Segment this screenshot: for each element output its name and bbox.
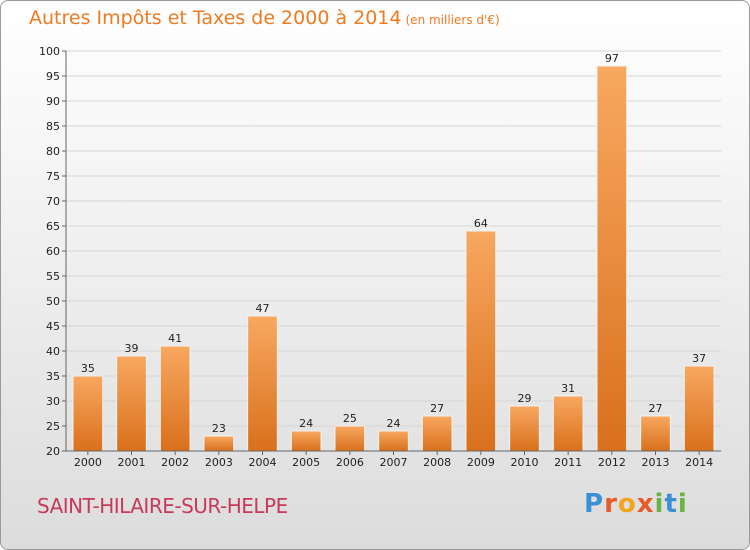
y-tick-label: 55 <box>46 270 60 283</box>
data-label: 29 <box>518 392 532 405</box>
y-tick-label: 80 <box>46 145 60 158</box>
x-axis-ticks: 2000 2001 2002 2003 2004 2005 2006 2007 2008 2009… <box>74 451 713 469</box>
bar <box>203 435 235 452</box>
data-label: 31 <box>561 382 575 395</box>
value-labels: 35 39 41 23 47 24 25 24 27 64 29 31 97 27 37 <box>81 52 706 435</box>
logo-letter: x <box>636 489 655 519</box>
x-tick-label: 2008 <box>423 456 451 469</box>
data-label: 24 <box>387 417 401 430</box>
bar <box>421 415 453 452</box>
x-tick-label: 2011 <box>554 456 582 469</box>
data-label: 47 <box>256 302 270 315</box>
y-tick-label: 30 <box>46 395 60 408</box>
logo-letter: o <box>617 489 637 519</box>
bar <box>290 430 322 452</box>
proxiti-logo[interactable]: Proxiti <box>584 489 688 519</box>
data-label: 35 <box>81 362 95 375</box>
y-tick-label: 20 <box>46 445 60 458</box>
y-tick-label: 40 <box>46 345 60 358</box>
data-label: 41 <box>168 332 182 345</box>
y-tick-label: 25 <box>46 420 60 433</box>
x-tick-label: 2014 <box>685 456 713 469</box>
y-tick-label: 90 <box>46 95 60 108</box>
x-tick-label: 2012 <box>598 456 626 469</box>
logo-letter: i <box>677 489 688 519</box>
commune-name: SAINT-HILAIRE-SUR-HELPE <box>37 494 288 518</box>
y-tick-label: 75 <box>46 170 60 183</box>
data-label: 23 <box>212 422 226 435</box>
x-tick-label: 2005 <box>292 456 320 469</box>
chart-title: Autres Impôts et Taxes de 2000 à 2014 (en… <box>29 7 500 29</box>
bars <box>72 65 715 452</box>
y-tick-label: 50 <box>46 295 60 308</box>
x-tick-label: 2007 <box>380 456 408 469</box>
data-label: 97 <box>605 52 619 65</box>
x-tick-label: 2002 <box>161 456 189 469</box>
y-tick-label: 95 <box>46 70 60 83</box>
x-tick-label: 2000 <box>74 456 102 469</box>
y-tick-label: 100 <box>39 45 60 58</box>
logo-letter: i <box>654 489 665 519</box>
data-label: 37 <box>692 352 706 365</box>
bar <box>465 230 497 452</box>
y-tick-label: 70 <box>46 195 60 208</box>
x-tick-label: 2003 <box>205 456 233 469</box>
bar <box>334 425 366 452</box>
bar <box>640 415 671 452</box>
x-tick-label: 2001 <box>118 456 146 469</box>
x-tick-label: 2009 <box>467 456 495 469</box>
bar <box>552 395 584 452</box>
chart-title-unit: (en milliers d'€) <box>405 13 500 27</box>
data-label: 39 <box>125 342 139 355</box>
data-label: 27 <box>649 402 663 415</box>
y-tick-label: 45 <box>46 320 60 333</box>
bar <box>159 345 191 452</box>
data-label: 25 <box>343 412 357 425</box>
chart-title-main: Autres Impôts et Taxes de 2000 à 2014 <box>29 7 402 29</box>
logo-letter: t <box>664 489 678 519</box>
y-axis-ticks: 20 25 30 35 40 45 50 55 60 65 70 75 80 85 90 95 100 <box>39 45 66 458</box>
data-label: 64 <box>474 217 488 230</box>
logo-letter: P <box>584 489 605 519</box>
y-tick-label: 35 <box>46 370 60 383</box>
x-tick-label: 2013 <box>642 456 670 469</box>
bar <box>116 355 147 452</box>
y-tick-label: 65 <box>46 220 60 233</box>
bar <box>683 365 715 452</box>
bar <box>509 405 540 452</box>
data-label: 27 <box>430 402 444 415</box>
logo-letter: r <box>604 489 618 519</box>
bar <box>247 315 278 452</box>
x-tick-label: 2010 <box>511 456 539 469</box>
y-tick-label: 60 <box>46 245 60 258</box>
bar <box>378 430 409 452</box>
bar <box>596 65 628 452</box>
x-tick-label: 2006 <box>336 456 364 469</box>
x-tick-label: 2004 <box>249 456 277 469</box>
data-label: 24 <box>299 417 313 430</box>
y-tick-label: 85 <box>46 120 60 133</box>
bar <box>72 375 104 452</box>
